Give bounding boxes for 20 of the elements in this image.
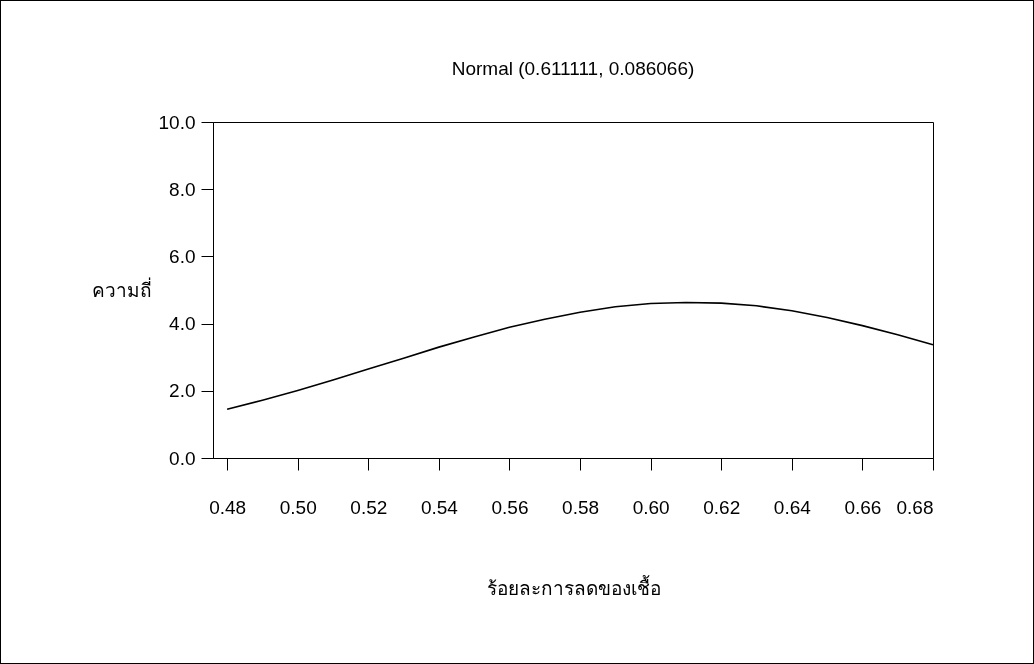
- x-tick-label: 0.68: [896, 496, 934, 518]
- x-tick-label: 0.58: [562, 496, 600, 518]
- y-tick-label: 0.0: [169, 447, 196, 469]
- x-tick-label: 0.62: [703, 496, 741, 518]
- y-tick-label: 10.0: [158, 111, 196, 133]
- x-tick-label: 0.52: [350, 496, 388, 518]
- x-tick-label: 0.50: [279, 496, 317, 518]
- x-tick-label: 0.54: [420, 496, 459, 518]
- x-tick-label: 0.64: [773, 496, 812, 518]
- x-tick-label: 0.48: [209, 496, 247, 518]
- y-tick-label: 4.0: [169, 313, 196, 335]
- x-tick-label: 0.60: [632, 496, 670, 518]
- y-axis-title: ความถี่: [91, 276, 152, 301]
- y-tick-label: 6.0: [169, 245, 196, 267]
- x-tick-label: 0.56: [491, 496, 529, 518]
- chart-title: Normal (0.611111, 0.086066): [451, 58, 695, 79]
- x-axis-title: ร้อยละการลดของเชื้อ: [486, 574, 661, 599]
- x-tick-label: 0.66: [844, 496, 882, 518]
- y-tick-label: 2.0: [169, 380, 196, 402]
- y-tick-label: 8.0: [169, 178, 196, 200]
